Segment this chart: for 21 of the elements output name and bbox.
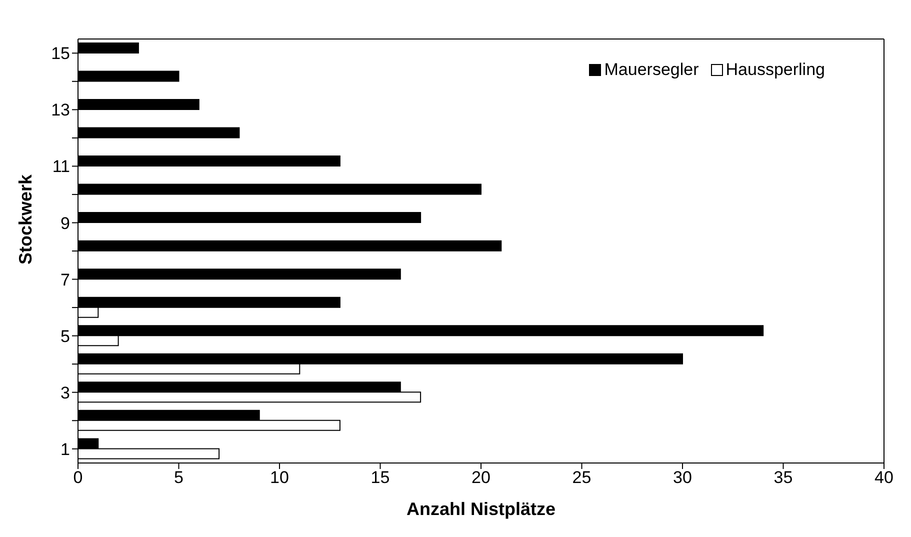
legend-label: Mauersegler [603,60,699,80]
x-tick-label: 40 [874,468,894,488]
y-tick-label: 15 [51,44,70,64]
y-tick-label: 3 [60,383,70,402]
x-tick-label: 0 [73,468,83,488]
x-tick-label: 25 [572,468,592,488]
x-tick-label: 10 [270,468,289,488]
x-tick-label: 5 [174,468,184,488]
y-axis-title: Stockwerk [16,173,36,267]
y-tick-label: 9 [60,214,70,233]
x-tick-label: 30 [673,468,692,488]
x-tick-label: 20 [472,468,490,488]
y-tick-label: 11 [52,157,70,176]
y-tick-label: 13 [51,100,70,120]
y-tick-label: 7 [60,270,70,290]
x-tick-label: 35 [774,468,793,488]
x-axis-title: Anzahl Nistplätze [405,499,557,520]
x-tick-label: 15 [370,468,390,488]
y-tick-label: 1 [60,440,70,459]
y-tick-label: 5 [60,326,70,346]
legend-label: Haussperling [724,60,825,80]
